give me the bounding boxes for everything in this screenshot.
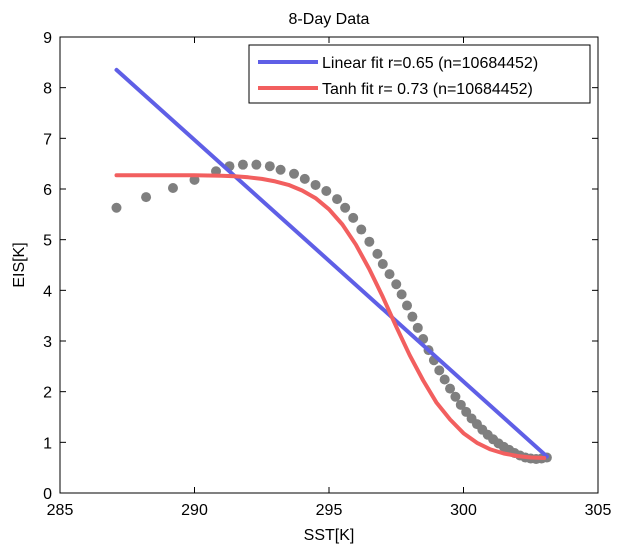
- data-point: [141, 192, 152, 203]
- data-point: [299, 173, 310, 184]
- x-tick-label: 285: [47, 502, 74, 519]
- y-tick-label: 9: [43, 30, 52, 47]
- data-point: [275, 164, 286, 175]
- data-point: [377, 258, 388, 269]
- legend-label-tanh: Tanh fit r= 0.73 (n=10684452): [322, 81, 533, 98]
- data-point: [402, 300, 413, 311]
- y-tick-label: 0: [43, 486, 52, 503]
- y-axis: 0 1 2 3 4 5 6 7 8 9: [43, 30, 598, 503]
- data-point: [450, 391, 461, 402]
- data-point: [111, 202, 122, 213]
- data-point: [412, 322, 423, 333]
- data-point: [332, 194, 343, 205]
- x-axis: 285 290 295 300 305: [47, 37, 612, 519]
- x-tick-label: 295: [316, 502, 343, 519]
- y-tick-label: 7: [43, 131, 52, 148]
- data-point: [455, 399, 466, 410]
- x-axis-label: SST[K]: [304, 527, 355, 544]
- data-point: [237, 159, 248, 170]
- linear-fit-line: [114, 67, 549, 459]
- data-point: [189, 174, 200, 185]
- y-tick-label: 8: [43, 81, 52, 98]
- data-point: [321, 186, 332, 197]
- data-point: [391, 279, 402, 290]
- data-point: [251, 159, 262, 170]
- data-point: [167, 182, 178, 193]
- fit-lines: [114, 67, 549, 460]
- data-point: [348, 212, 359, 223]
- tanh-fit-line: [114, 173, 547, 460]
- data-point: [407, 311, 418, 322]
- y-tick-label: 5: [43, 233, 52, 250]
- y-tick-label: 4: [43, 283, 52, 300]
- x-tick-label: 300: [450, 502, 477, 519]
- y-tick-label: 2: [43, 385, 52, 402]
- y-axis-label: EIS[K]: [11, 242, 28, 287]
- chart-title: 8-Day Data: [289, 11, 370, 28]
- data-point: [264, 161, 275, 172]
- data-point: [372, 248, 383, 259]
- data-point: [340, 202, 351, 213]
- x-tick-label: 305: [585, 502, 612, 519]
- data-point: [310, 179, 321, 190]
- y-tick-label: 6: [43, 182, 52, 199]
- y-tick-label: 3: [43, 334, 52, 351]
- data-point: [356, 224, 367, 235]
- scatter-points: [111, 159, 552, 465]
- legend-box: [248, 44, 591, 104]
- data-point: [396, 289, 407, 300]
- data-point: [364, 236, 375, 247]
- data-point: [445, 383, 456, 394]
- data-point: [289, 168, 300, 179]
- y-tick-label: 1: [43, 435, 52, 452]
- data-point: [434, 365, 445, 376]
- legend-label-linear: Linear fit r=0.65 (n=10684452): [322, 55, 538, 72]
- x-tick-label: 290: [181, 502, 208, 519]
- plot-area: [59, 36, 599, 494]
- legend: Linear fit r=0.65 (n=10684452) Tanh fit …: [248, 44, 591, 104]
- data-point: [384, 269, 395, 280]
- data-point: [439, 374, 450, 385]
